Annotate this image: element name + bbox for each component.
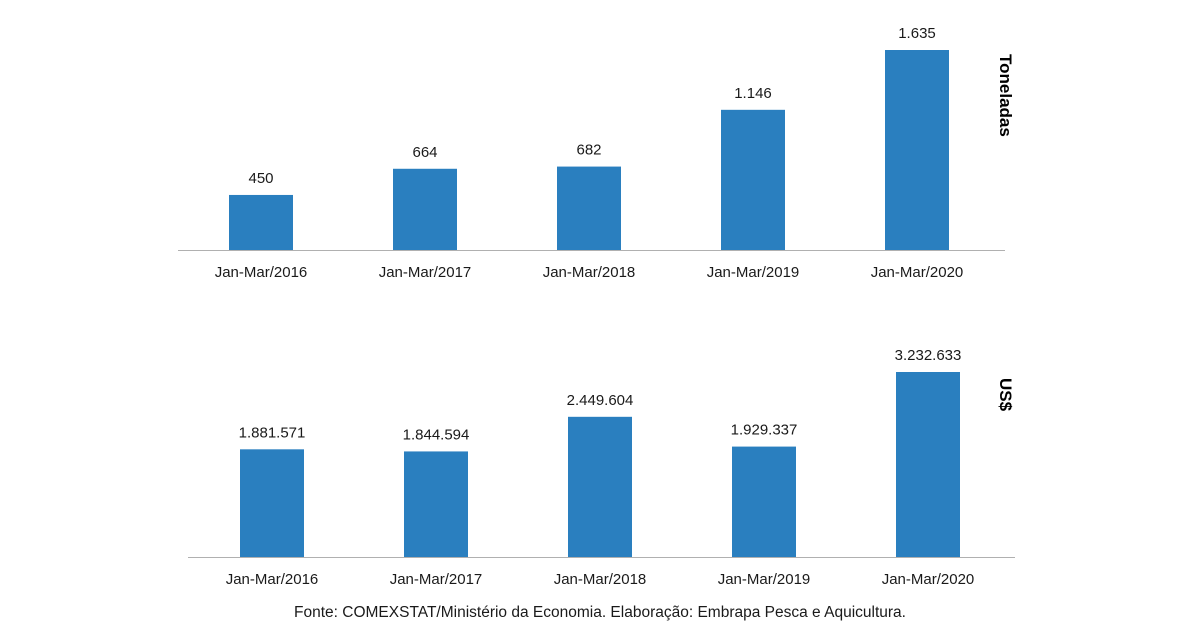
data-label-2: 2.449.604 (567, 392, 634, 409)
x-tick-label-1: Jan-Mar/2017 (390, 571, 483, 588)
x-tick-label-3: Jan-Mar/2019 (707, 264, 800, 281)
data-label-3: 1.146 (734, 85, 772, 102)
data-label-1: 1.844.594 (403, 426, 470, 443)
tonnage-chart: 450 Jan-Mar/2016 664 Jan-Mar/2017 682 Jan-Mar… (178, 25, 1015, 281)
bar-3 (721, 109, 785, 250)
bar-2 (568, 416, 632, 557)
bar-1 (393, 168, 457, 250)
x-tick-label-0: Jan-Mar/2016 (215, 264, 308, 281)
bar-0 (240, 449, 304, 557)
data-label-1: 664 (412, 144, 437, 161)
data-label-0: 450 (248, 170, 273, 187)
x-tick-label-1: Jan-Mar/2017 (379, 264, 472, 281)
bar-0 (229, 194, 293, 250)
data-label-2: 682 (576, 142, 601, 159)
x-tick-label-2: Jan-Mar/2018 (554, 571, 647, 588)
bar-4 (896, 372, 960, 557)
bar-4 (885, 50, 949, 250)
data-label-4: 1.635 (898, 25, 936, 42)
y-axis-unit-label: Toneladas (996, 54, 1015, 137)
bar-2 (557, 166, 621, 250)
x-tick-label-0: Jan-Mar/2016 (226, 571, 319, 588)
data-label-4: 3.232.633 (895, 347, 962, 364)
data-label-0: 1.881.571 (239, 424, 306, 441)
y-axis-unit-label: US$ (996, 378, 1015, 412)
data-label-3: 1.929.337 (731, 422, 798, 439)
x-tick-label-4: Jan-Mar/2020 (882, 571, 975, 588)
value-usd-chart: 1.881.571 Jan-Mar/2016 1.844.594 Jan-Mar/20… (188, 347, 1015, 588)
x-tick-label-4: Jan-Mar/2020 (871, 264, 964, 281)
bar-3 (732, 446, 796, 557)
x-tick-label-3: Jan-Mar/2019 (718, 571, 811, 588)
source-note: Fonte: COMEXSTAT/Ministério da Economia.… (294, 604, 906, 621)
bar-1 (404, 451, 468, 557)
x-tick-label-2: Jan-Mar/2018 (543, 264, 636, 281)
charts-canvas: 450 Jan-Mar/2016 664 Jan-Mar/2017 682 Jan-Mar… (178, 25, 1015, 588)
